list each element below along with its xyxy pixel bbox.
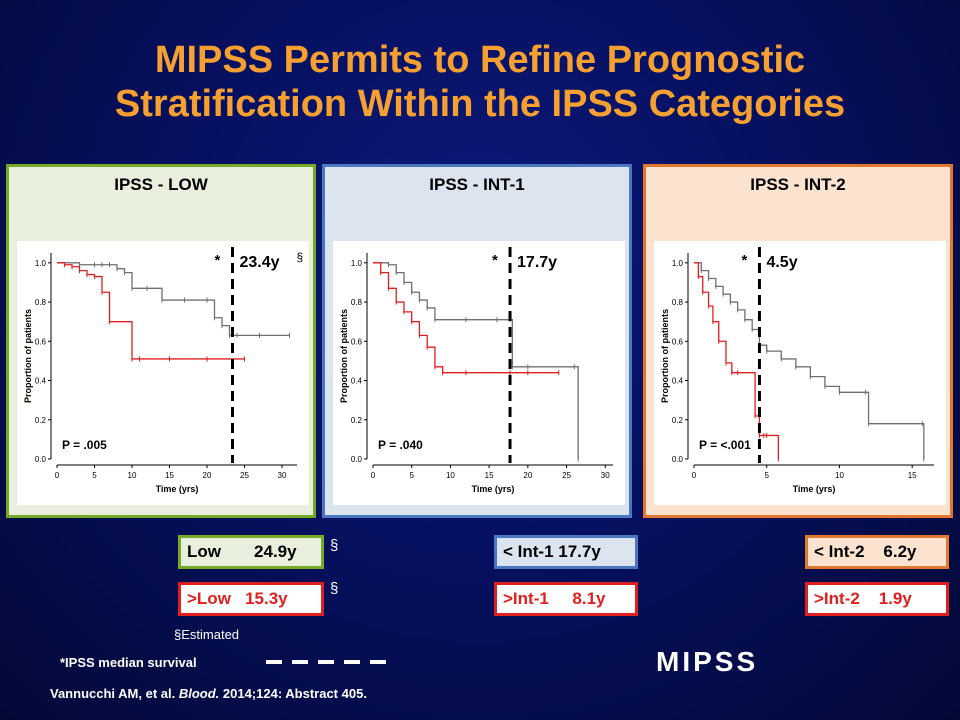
y-tick-label: 1.0	[35, 259, 47, 268]
x-tick-label: 15	[908, 471, 917, 480]
x-tick-label: 0	[692, 471, 697, 480]
box-int1-low-median: < Int-1 17.7y	[494, 535, 638, 569]
km-curve-series-2	[694, 262, 780, 459]
panel-ipss-int2: IPSS - INT-2 0.0 0.2 0.4 0.6 0.8 1.0 0 5 10 15 Tim…	[643, 164, 953, 518]
median-star: *	[492, 252, 498, 269]
x-axis-label: Time (yrs)	[793, 484, 836, 494]
x-tick-label: 30	[601, 471, 610, 480]
km-curve-series-2	[57, 262, 245, 360]
km-chart-int1: 0.0 0.2 0.4 0.6 0.8 1.0 0 5 10 15 20 25 30 Time (yrs)…	[333, 241, 625, 505]
title-line-1: MIPSS Permits to Refine Prognostic	[154, 39, 806, 81]
x-tick-label: 15	[165, 471, 174, 480]
km-chart-svg-int1: 0.0 0.2 0.4 0.6 0.8 1.0 0 5 10 15 20 25 30 Time (yrs)…	[339, 247, 613, 494]
p-value: P = .040	[378, 438, 423, 452]
x-tick-label: 10	[446, 471, 455, 480]
y-tick-label: 0.6	[672, 337, 684, 346]
y-tick-label: 0.2	[35, 416, 47, 425]
y-tick-label: 0.0	[351, 455, 363, 464]
km-curve-series-2	[373, 262, 559, 374]
ipss-median-note: *IPSS median survival	[60, 655, 197, 670]
median-label: 23.4y	[240, 254, 280, 271]
x-tick-label: 0	[55, 471, 60, 480]
y-axis-label: Proportion of patients	[23, 309, 33, 403]
dashed-legend-line	[266, 660, 392, 664]
y-tick-label: 1.0	[672, 259, 684, 268]
citation-details: 2014;124: Abstract 405.	[219, 686, 367, 701]
box-int2-high-median: >Int-2 1.9y	[805, 582, 949, 616]
y-tick-label: 0.8	[672, 298, 684, 307]
panel-title-int2: IPSS - INT-2	[750, 175, 846, 194]
y-axis-label: Proportion of patients	[660, 309, 670, 403]
y-tick-label: 0.8	[35, 298, 47, 307]
panel-ipss-int1: IPSS - INT-1 0.0 0.2 0.4 0.6 0.8 1.0 0 5 10 15 20 2…	[322, 164, 632, 518]
x-tick-label: 15	[485, 471, 494, 480]
box-above-low-median: >Low 15.3y	[178, 582, 324, 616]
x-tick-label: 20	[203, 471, 212, 480]
median-star: *	[741, 252, 747, 269]
estimated-note: §Estimated	[174, 627, 240, 642]
x-tick-label: 20	[523, 471, 532, 480]
y-tick-label: 0.4	[672, 377, 684, 386]
y-axis-label: Proportion of patients	[339, 309, 349, 403]
y-tick-label: 0.4	[351, 377, 363, 386]
km-chart-low: 0.0 0.2 0.4 0.6 0.8 1.0 0 5 10 15 20 25 30 Time (yrs)…	[17, 241, 309, 505]
section-mark-low: §	[330, 537, 339, 554]
km-chart-svg-low: 0.0 0.2 0.4 0.6 0.8 1.0 0 5 10 15 20 25 30 Time (yrs)…	[23, 247, 304, 494]
p-value: P = <.001	[699, 438, 751, 452]
section-mark-above-low: §	[330, 580, 339, 597]
km-curve-series-1	[373, 262, 579, 459]
slide-title: MIPSS Permits to Refine Prognostic Strat…	[0, 38, 960, 126]
x-tick-label: 25	[562, 471, 571, 480]
y-tick-label: 0.0	[672, 455, 684, 464]
box-int1-high-median: >Int-1 8.1y	[494, 582, 638, 616]
citation: Vannucchi AM, et al. Blood. 2014;124: Ab…	[50, 686, 367, 701]
y-tick-label: 0.0	[35, 455, 47, 464]
y-tick-label: 0.8	[351, 298, 363, 307]
median-label: 4.5y	[766, 254, 797, 271]
km-curve-series-1	[57, 262, 290, 337]
x-axis-label: Time (yrs)	[472, 484, 515, 494]
km-chart-svg-int2: 0.0 0.2 0.4 0.6 0.8 1.0 0 5 10 15 Time (yrs) Propor…	[660, 247, 934, 494]
y-tick-label: 0.4	[35, 377, 47, 386]
x-tick-label: 5	[92, 471, 97, 480]
box-int2-low-median: < Int-2 6.2y	[805, 535, 949, 569]
x-tick-label: 25	[240, 471, 249, 480]
x-tick-label: 10	[835, 471, 844, 480]
panel-title-low: IPSS - LOW	[114, 175, 208, 194]
y-tick-label: 0.6	[35, 337, 47, 346]
km-curve-series-1	[694, 262, 925, 459]
y-tick-label: 0.2	[351, 416, 363, 425]
x-tick-label: 30	[278, 471, 287, 480]
panel-ipss-low: IPSS - LOW 0.0 0.2 0.4 0.6 0.8 1.0 0 5 10 15 20 25 3…	[6, 164, 316, 518]
panel-title-int1: IPSS - INT-1	[429, 175, 525, 194]
citation-authors: Vannucchi AM, et al.	[50, 686, 179, 701]
citation-journal: Blood.	[178, 686, 220, 701]
title-line-2: Stratification Within the IPSS Categorie…	[114, 83, 846, 125]
box-low-median: Low 24.9y	[178, 535, 324, 569]
y-tick-label: 1.0	[351, 259, 363, 268]
mipss-label: MIPSS	[656, 646, 759, 677]
y-tick-label: 0.6	[351, 337, 363, 346]
x-tick-label: 0	[371, 471, 376, 480]
p-value: P = .005	[62, 438, 107, 452]
median-section-mark: §	[297, 250, 304, 264]
x-tick-label: 5	[765, 471, 770, 480]
median-label: 17.7y	[517, 254, 557, 271]
median-star: *	[215, 252, 221, 269]
x-tick-label: 5	[409, 471, 414, 480]
x-tick-label: 10	[128, 471, 137, 480]
km-chart-int2: 0.0 0.2 0.4 0.6 0.8 1.0 0 5 10 15 Time (yrs) Propor…	[654, 241, 946, 505]
x-axis-label: Time (yrs)	[156, 484, 199, 494]
y-tick-label: 0.2	[672, 416, 684, 425]
